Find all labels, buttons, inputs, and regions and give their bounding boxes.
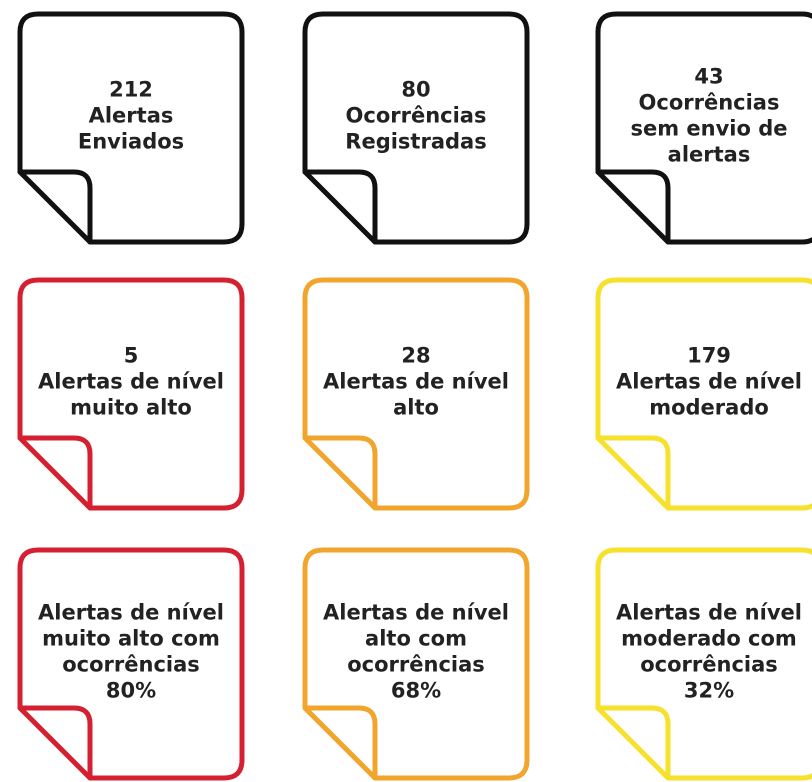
card-text: moderado: [649, 396, 769, 420]
card-fold: [17, 435, 93, 511]
card-text: 5: [124, 344, 139, 368]
card-fold: [595, 169, 671, 245]
card-text: Alertas de nível: [616, 601, 802, 625]
card-outline: [17, 547, 245, 781]
card-text: sem envio de: [630, 117, 787, 141]
card-fold: [302, 435, 378, 511]
card-outline: [595, 11, 812, 245]
card-text: 80: [401, 78, 430, 102]
card-text: 80%: [106, 679, 156, 703]
card-text: moderado com: [621, 627, 797, 651]
card-outline: [302, 547, 530, 781]
card-fold: [595, 705, 671, 781]
card-text: Ocorrências: [639, 91, 780, 115]
card-outline: [595, 547, 812, 781]
card-text: Alertas de nível: [38, 370, 224, 394]
card-fold: [595, 435, 671, 511]
card-outline: [17, 11, 245, 245]
card-text: Enviados: [78, 130, 184, 154]
card-text: 43: [694, 65, 723, 89]
card-text: 32%: [684, 679, 734, 703]
card-text: Ocorrências: [346, 104, 487, 128]
card-fold: [17, 169, 93, 245]
card-text: Alertas: [89, 104, 174, 128]
card-text: 179: [687, 344, 731, 368]
card-fold: [17, 705, 93, 781]
card-text: alto com: [365, 627, 467, 651]
card-text: Registradas: [345, 130, 486, 154]
card-text: 28: [401, 344, 430, 368]
card-fold: [302, 169, 378, 245]
card-outline: [302, 277, 530, 511]
card-text: ocorrências: [347, 653, 485, 677]
card-text: alertas: [668, 143, 751, 167]
card-text: muito alto: [70, 396, 192, 420]
card-text: ocorrências: [62, 653, 200, 677]
card-text: alto: [393, 396, 439, 420]
card-text: ocorrências: [640, 653, 778, 677]
card-text: muito alto com: [42, 627, 220, 651]
card-text: 212: [109, 78, 153, 102]
card-outline: [17, 277, 245, 511]
card-text: Alertas de nível: [616, 370, 802, 394]
card-text: Alertas de nível: [323, 601, 509, 625]
card-outline: [302, 11, 530, 245]
card-outline: [595, 277, 812, 511]
card-text: Alertas de nível: [323, 370, 509, 394]
card-fold: [302, 705, 378, 781]
card-text: 68%: [391, 679, 441, 703]
card-text: Alertas de nível: [38, 601, 224, 625]
